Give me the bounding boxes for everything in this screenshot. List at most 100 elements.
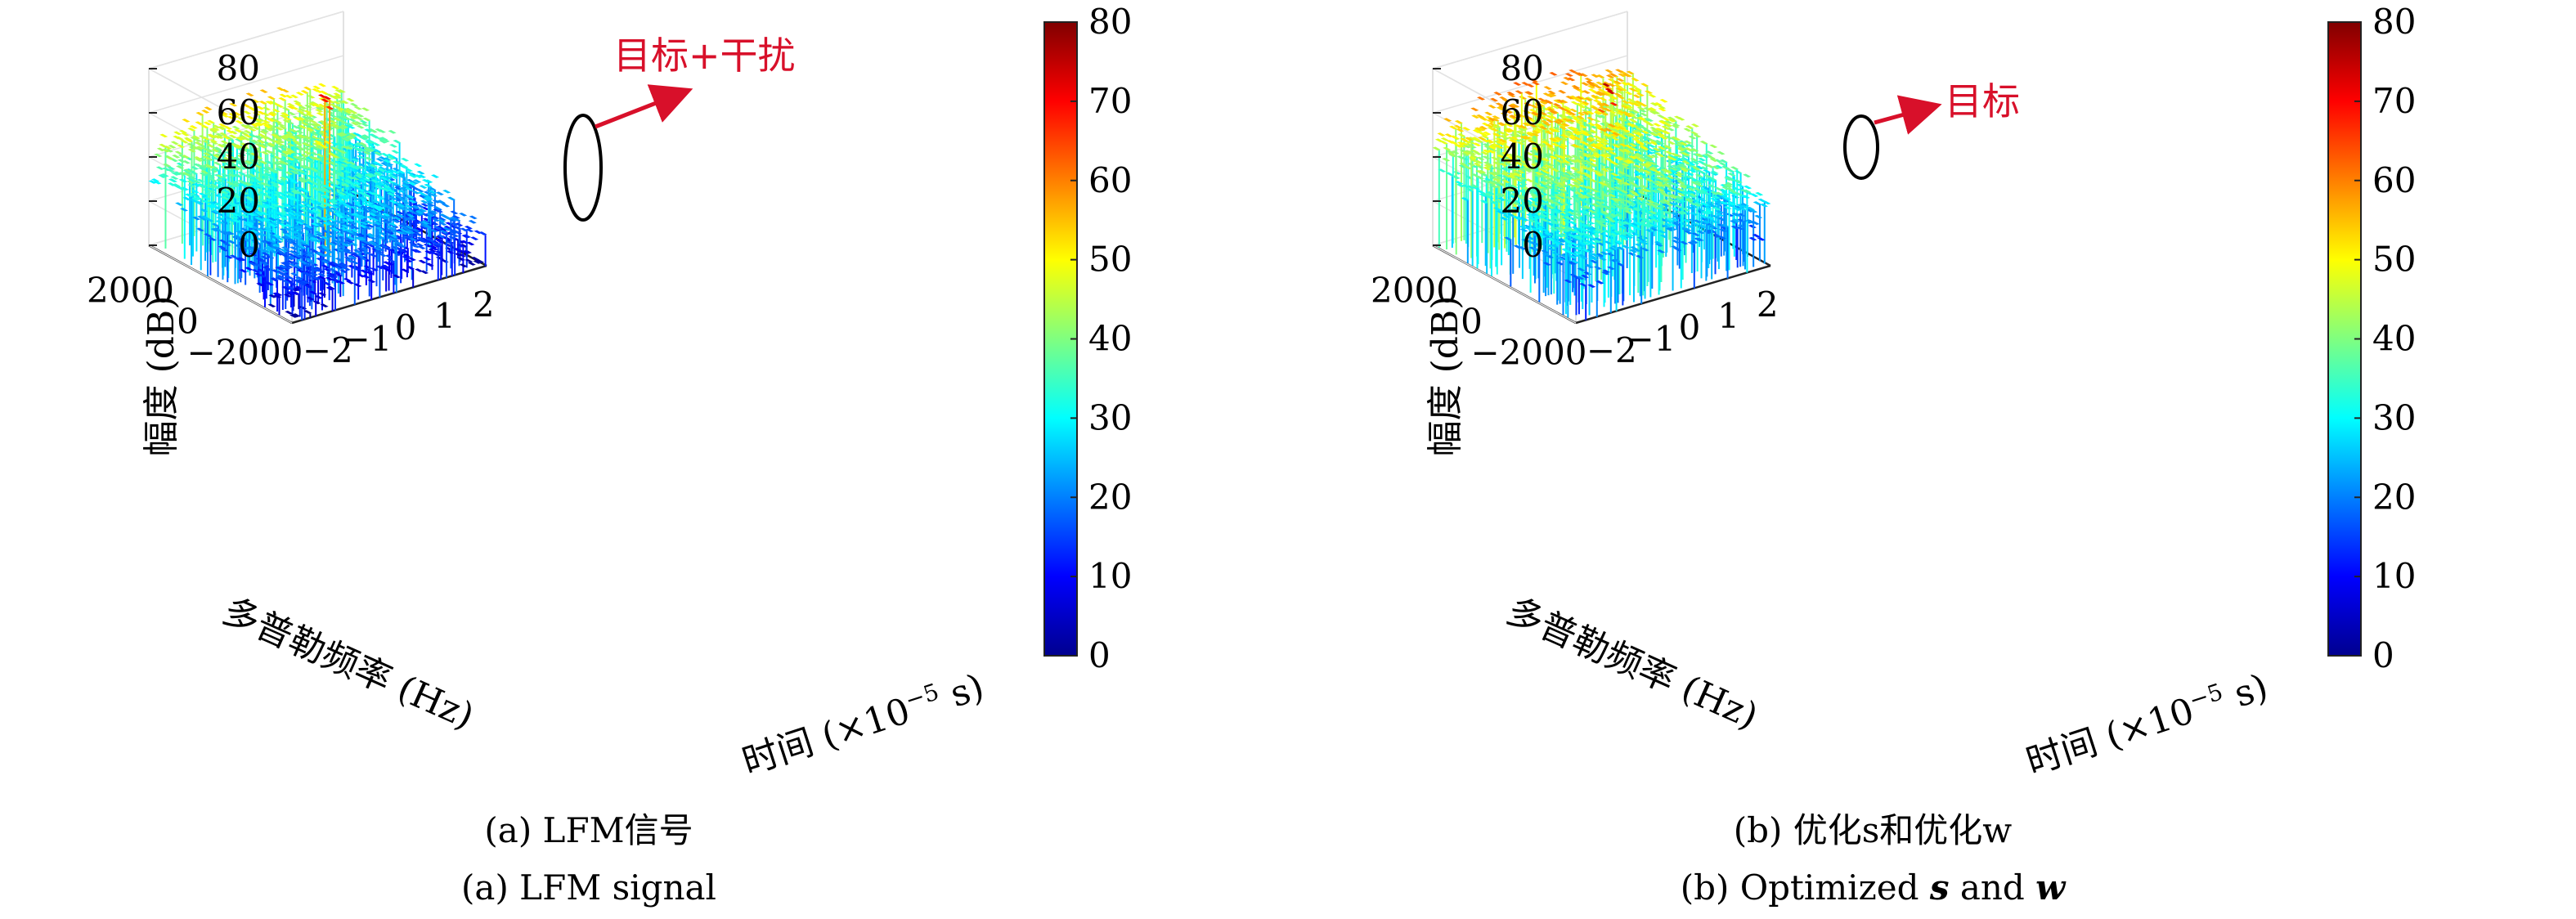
surface-cell bbox=[297, 178, 306, 183]
surface-cell bbox=[1437, 132, 1446, 137]
surface-cell bbox=[202, 155, 211, 159]
surface-cell bbox=[298, 204, 307, 208]
surface-cell bbox=[312, 209, 321, 214]
surface-cell bbox=[303, 146, 312, 151]
surface-cell bbox=[255, 122, 264, 126]
surface-cell bbox=[275, 179, 284, 183]
surface-cell bbox=[204, 192, 213, 197]
surface-cell bbox=[213, 161, 222, 166]
surface-cell bbox=[243, 110, 252, 114]
surface-cell bbox=[300, 154, 309, 158]
surface-cell bbox=[464, 258, 473, 263]
surface-cell bbox=[249, 262, 258, 267]
surface-cell bbox=[1503, 128, 1512, 133]
surface-cell bbox=[361, 275, 370, 279]
surface-cell bbox=[381, 213, 390, 217]
surface-cell bbox=[341, 137, 350, 141]
surface-cell bbox=[207, 133, 216, 138]
surface-cell bbox=[385, 262, 394, 266]
surface-cell bbox=[424, 250, 433, 254]
surface-cell bbox=[1471, 114, 1480, 119]
surface-cell bbox=[321, 259, 330, 264]
surface-cell bbox=[291, 235, 300, 240]
surface-cell bbox=[375, 163, 384, 167]
surface-cell bbox=[273, 191, 282, 195]
surface-cell bbox=[179, 208, 189, 212]
surface-cell bbox=[289, 136, 298, 141]
surface-cell bbox=[319, 253, 328, 258]
surface-cell bbox=[393, 215, 402, 219]
surface-cell bbox=[437, 234, 446, 239]
surface-cell bbox=[335, 178, 344, 183]
surface-cell bbox=[393, 252, 402, 256]
surface-cell bbox=[269, 181, 278, 186]
surface-cell bbox=[283, 227, 292, 231]
surface-cell bbox=[1445, 172, 1454, 177]
surface-cell bbox=[397, 248, 406, 253]
surface-cell bbox=[339, 195, 348, 200]
surface-cell bbox=[256, 282, 265, 287]
surface-cell bbox=[1505, 123, 1514, 128]
surface-cell bbox=[1461, 152, 1470, 157]
surface-cell bbox=[365, 173, 374, 178]
surface-cell bbox=[339, 269, 348, 274]
surface-cell bbox=[384, 220, 393, 224]
surface-cell bbox=[158, 174, 167, 178]
surface-cell bbox=[253, 199, 262, 204]
surface-cell bbox=[261, 262, 270, 266]
surface-cell bbox=[222, 156, 231, 161]
surface-cell bbox=[325, 276, 334, 281]
surface-cell bbox=[424, 183, 433, 188]
surface-cell bbox=[245, 92, 254, 96]
surface-cell bbox=[317, 83, 327, 87]
surface-cell bbox=[442, 226, 451, 231]
surface-cell bbox=[239, 183, 248, 187]
surface-cell bbox=[346, 135, 355, 140]
surface-cell bbox=[334, 201, 343, 206]
surface-cell bbox=[163, 163, 172, 168]
surface-cell bbox=[334, 266, 343, 270]
surface-cell bbox=[245, 195, 254, 200]
surface-cell bbox=[276, 249, 285, 254]
surface-cell bbox=[384, 254, 393, 258]
surface-cell bbox=[267, 112, 276, 117]
surface-cell bbox=[204, 149, 213, 153]
surface-cell bbox=[1597, 88, 1606, 93]
surface-cell bbox=[395, 210, 404, 215]
surface-cell bbox=[305, 113, 315, 117]
surface-cell bbox=[386, 225, 395, 230]
surface-cell bbox=[217, 143, 226, 148]
surface-cell bbox=[217, 126, 226, 131]
surface-cell bbox=[1614, 69, 1624, 73]
surface-cell bbox=[312, 156, 321, 161]
surface-cell bbox=[1615, 87, 1624, 92]
surface-cell bbox=[289, 215, 298, 220]
surface-cell bbox=[279, 249, 289, 253]
surface-cell bbox=[347, 125, 356, 129]
surface-cell bbox=[343, 214, 352, 219]
surface-cell bbox=[303, 226, 312, 231]
surface-cell bbox=[1546, 106, 1555, 110]
surface-plot bbox=[1432, 69, 1771, 321]
surface-cell bbox=[1640, 83, 1649, 87]
surface-cell bbox=[355, 172, 364, 177]
surface-cell bbox=[306, 296, 315, 301]
surface-cell bbox=[1440, 137, 1449, 141]
surface-cell bbox=[222, 190, 231, 194]
surface-cell bbox=[315, 216, 324, 221]
surface-cell bbox=[209, 141, 218, 145]
surface-cell bbox=[370, 267, 379, 271]
surface-cell bbox=[354, 121, 363, 125]
surface-cell bbox=[285, 131, 294, 136]
surface-cell bbox=[176, 162, 185, 167]
surface-cell bbox=[354, 203, 363, 207]
surface-cell bbox=[369, 215, 378, 219]
surface-cell bbox=[270, 222, 279, 226]
surface-cell bbox=[209, 128, 218, 132]
surface-cell bbox=[236, 162, 245, 166]
surface-cell bbox=[406, 195, 415, 199]
surface-cell bbox=[279, 136, 288, 140]
surface-cell bbox=[1442, 158, 1451, 162]
surface-cell bbox=[293, 100, 302, 105]
